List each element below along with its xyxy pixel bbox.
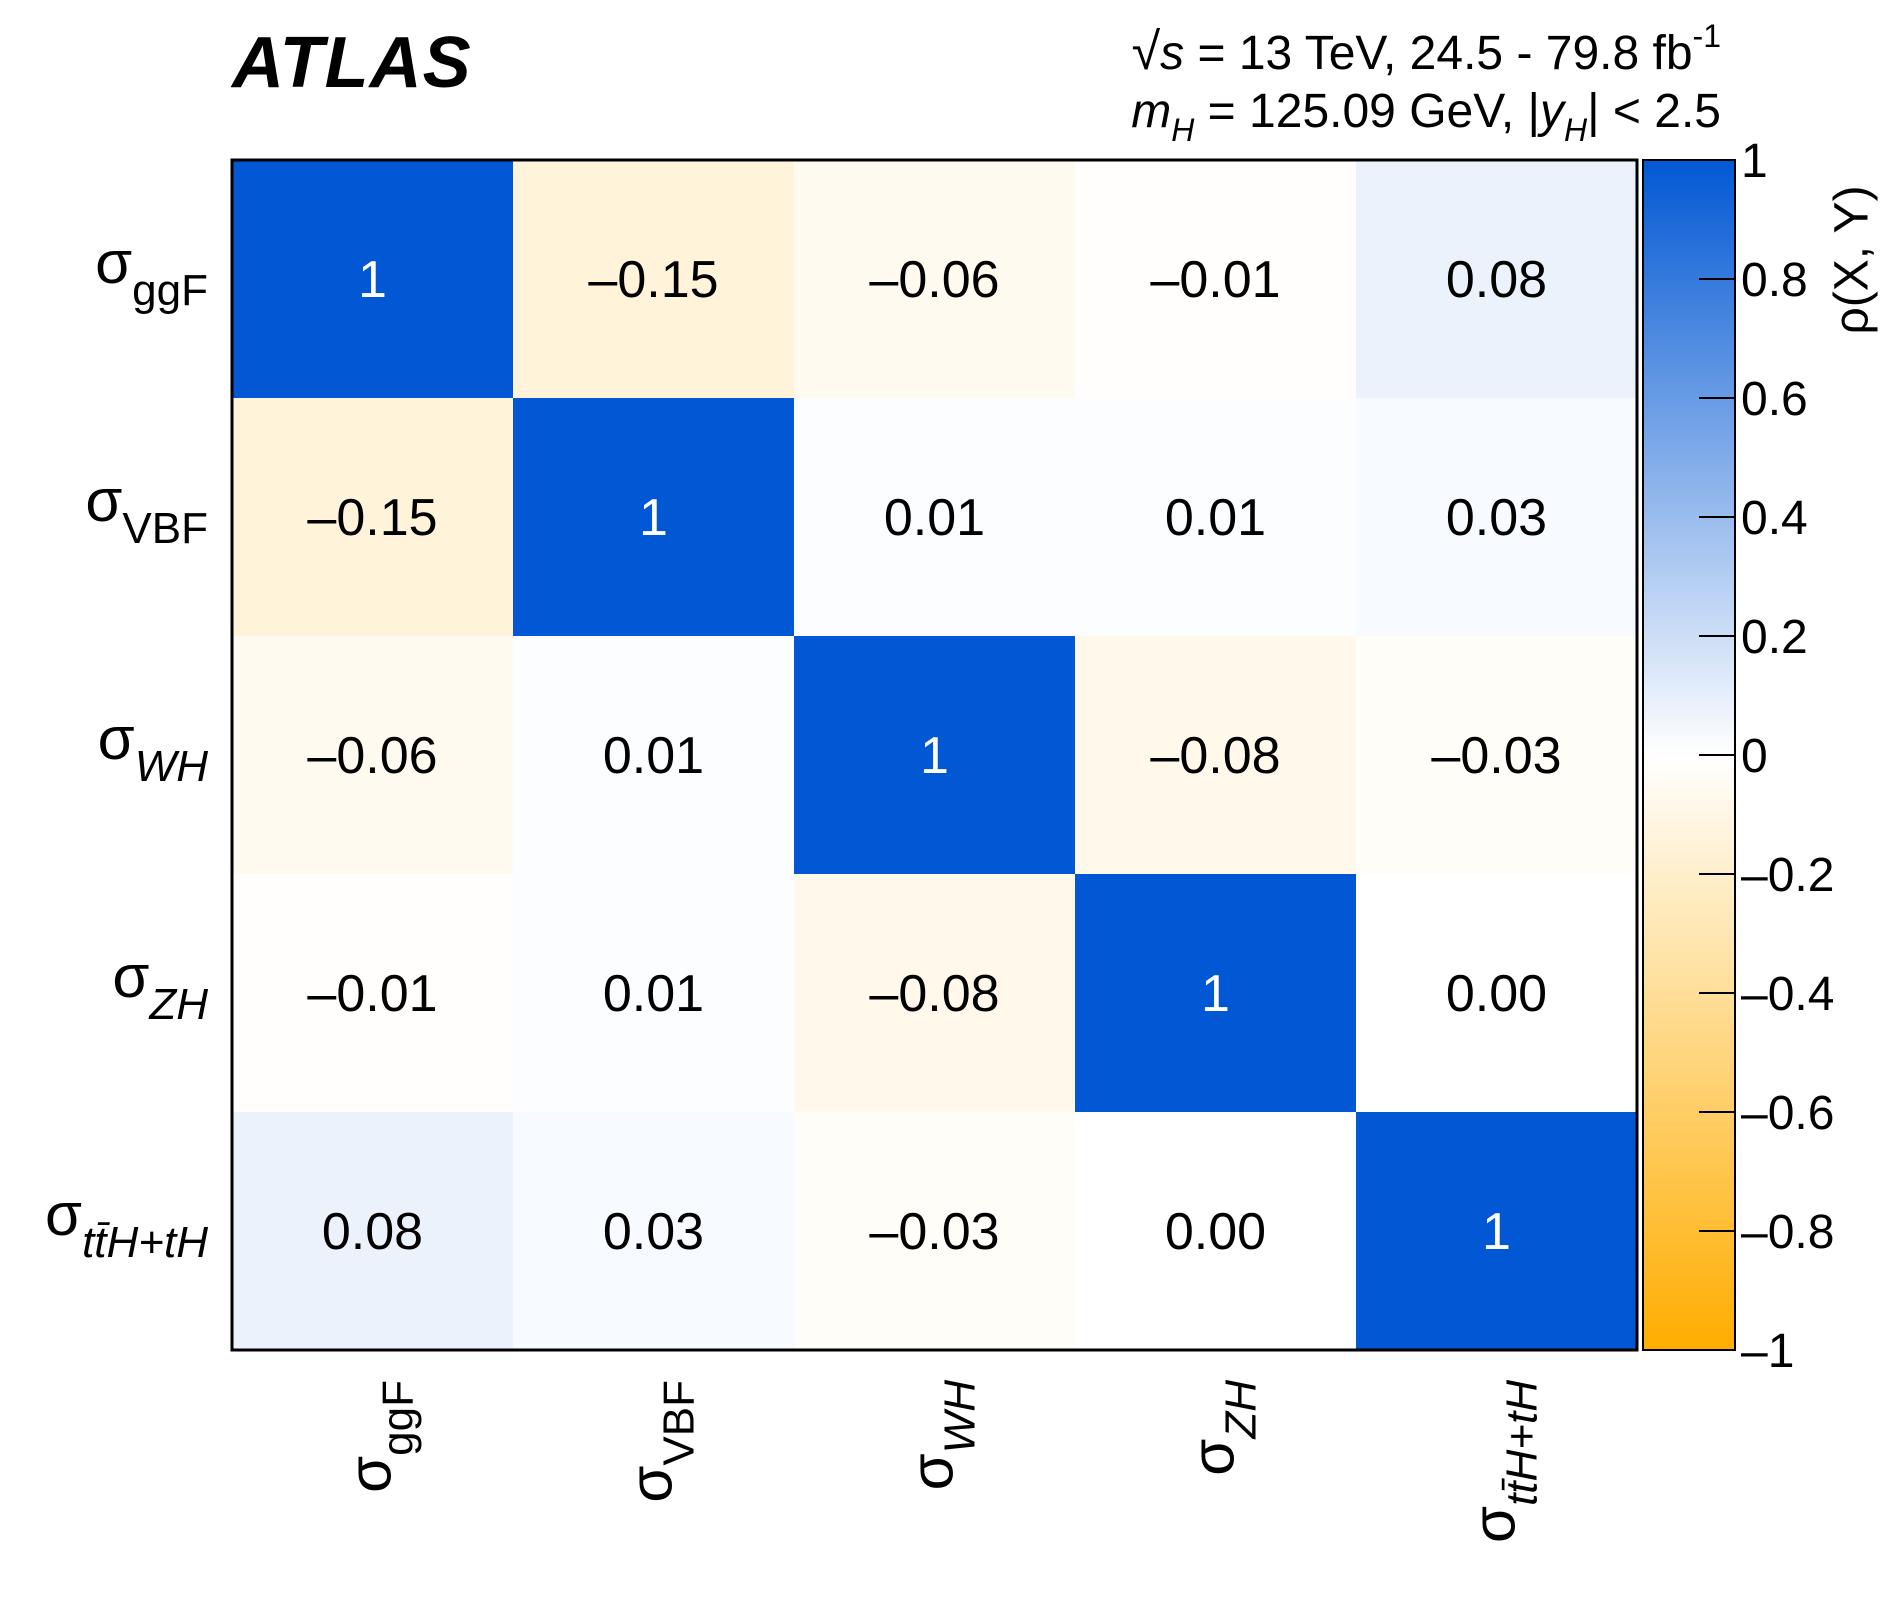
- row-label: σWH: [98, 705, 209, 791]
- color-scale-tick-label: –0.8: [1741, 1206, 1834, 1259]
- mass-rapidity-label: mH = 125.09 GeV, |yH| < 2.5: [1131, 84, 1721, 149]
- cell-value-label: –0.15: [588, 251, 718, 309]
- cell-value-label: 1: [920, 727, 949, 785]
- heatmap-cell: [1356, 398, 1638, 637]
- heatmap-cell: [513, 1112, 795, 1351]
- cell-value-label: 1: [1201, 965, 1230, 1023]
- heatmap-cell: [794, 636, 1076, 875]
- heatmap-cell: [513, 874, 795, 1113]
- cell-value-label: 0.01: [1165, 489, 1266, 547]
- heatmap-cell: [1075, 874, 1357, 1113]
- color-scale-tick-label: –0.6: [1741, 1087, 1834, 1140]
- cell-value-label: –0.15: [307, 489, 437, 547]
- cell-value-label: –0.08: [869, 965, 999, 1023]
- cell-value-label: 0.01: [884, 489, 985, 547]
- row-label: σtt̄H+tH: [45, 1181, 208, 1267]
- energy-luminosity-label: √s = 13 TeV, 24.5 - 79.8 fb-1: [1132, 18, 1721, 82]
- color-scale-tick-label: –0.4: [1741, 968, 1834, 1021]
- row-label: σggF: [95, 229, 208, 315]
- heatmap-cell: [513, 160, 795, 399]
- mass-variable: m: [1131, 85, 1172, 138]
- experiment-logo: ATLAS: [232, 23, 472, 103]
- heatmap-cell: [1356, 636, 1638, 875]
- mass-subscript: H: [1171, 112, 1195, 148]
- color-scale-tick-label: –1: [1741, 1325, 1794, 1378]
- cell-value-label: 1: [639, 489, 668, 547]
- heatmap-cell: [1356, 874, 1638, 1113]
- cell-value-label: 0.03: [1446, 489, 1547, 547]
- heatmap-cell: [794, 160, 1076, 399]
- heatmap-cell: [1075, 398, 1357, 637]
- energy-text: = 13 TeV, 24.5 - 79.8 fb: [1184, 27, 1693, 80]
- column-label: σtt̄H+tH: [1461, 1380, 1547, 1543]
- heatmap-cell: [794, 1112, 1076, 1351]
- cell-value-label: –0.06: [869, 251, 999, 309]
- column-label: σWH: [899, 1380, 985, 1491]
- cell-value-label: –0.03: [1431, 727, 1561, 785]
- rapidity-variable: y: [1539, 85, 1564, 138]
- x-axis-labels: σggF σVBF σWH σZH σtt̄H+tH: [337, 1380, 1547, 1543]
- y-axis-labels: σggF σVBF σWH σZH σtt̄H+tH: [45, 229, 208, 1267]
- heatmap-cell: [1356, 160, 1638, 399]
- color-scale-tick-label: 0.8: [1741, 254, 1808, 307]
- cell-value-label: 0.01: [603, 965, 704, 1023]
- cell-value-label: –0.01: [307, 965, 437, 1023]
- color-scale-tick-label: 0.6: [1741, 373, 1808, 426]
- color-scale-tick-label: 0: [1741, 730, 1768, 783]
- mass-text: = 125.09 GeV, |: [1194, 85, 1540, 138]
- cell-value-label: 0.00: [1165, 1203, 1266, 1261]
- heatmap-cell: [1356, 1112, 1638, 1351]
- cell-value-label: –0.01: [1150, 251, 1280, 309]
- color-scale-tick-label: –0.2: [1741, 849, 1834, 902]
- cell-value-label: –0.08: [1150, 727, 1280, 785]
- cell-value-label: 0.01: [603, 727, 704, 785]
- heatmap-cell: [513, 636, 795, 875]
- color-scale-tick-label: 0.4: [1741, 492, 1808, 545]
- heatmap-cells: [232, 160, 1638, 1351]
- heatmap-cell: [232, 874, 514, 1113]
- color-scale-ticks: 1 0.8 0.6 0.4 0.2 0 –0.2 –0.4 –0.6 –0.8 –1: [1699, 135, 1834, 1378]
- color-scale-tick-label: 0.2: [1741, 611, 1808, 664]
- row-label: σZH: [112, 943, 208, 1029]
- column-label: σVBF: [618, 1380, 704, 1503]
- cell-value-label: 0.00: [1446, 965, 1547, 1023]
- column-label: σggF: [337, 1380, 423, 1493]
- rapidity-subscript: H: [1563, 112, 1588, 148]
- cell-value-label: 1: [1482, 1203, 1511, 1261]
- cell-value-label: –0.06: [307, 727, 437, 785]
- heatmap-cell-labels: 1 –0.15 –0.06 –0.01 0.08 –0.15 1 0.01 0.01 0.03 –0…: [307, 251, 1561, 1261]
- heatmap-cell: [1075, 160, 1357, 399]
- heatmap-cell: [232, 398, 514, 637]
- row-label: σVBF: [85, 467, 208, 553]
- column-label: σZH: [1180, 1380, 1266, 1476]
- heatmap-cell: [794, 398, 1076, 637]
- cell-value-label: 1: [358, 251, 387, 309]
- rapidity-text: | < 2.5: [1587, 85, 1721, 138]
- heatmap-cell: [232, 636, 514, 875]
- cell-value-label: –0.03: [869, 1203, 999, 1261]
- cell-value-label: 0.08: [322, 1203, 423, 1261]
- heatmap-cell: [232, 160, 514, 399]
- heatmap-cell: [232, 1112, 514, 1351]
- luminosity-exponent: -1: [1692, 18, 1721, 54]
- heatmap-cell: [513, 398, 795, 637]
- heatmap-cell: [794, 874, 1076, 1113]
- cell-value-label: 0.08: [1446, 251, 1547, 309]
- color-scale-title: ρ(X, Y): [1825, 185, 1879, 335]
- color-scale-tick-label: 1: [1741, 135, 1768, 188]
- energy-variable: s: [1160, 27, 1185, 80]
- sqrt-symbol: √: [1131, 23, 1161, 81]
- plot-frame: [230, 158, 1639, 1352]
- heatmap-cell: [1075, 636, 1357, 875]
- heatmap-cell: [1075, 1112, 1357, 1351]
- cell-value-label: 0.03: [603, 1203, 704, 1261]
